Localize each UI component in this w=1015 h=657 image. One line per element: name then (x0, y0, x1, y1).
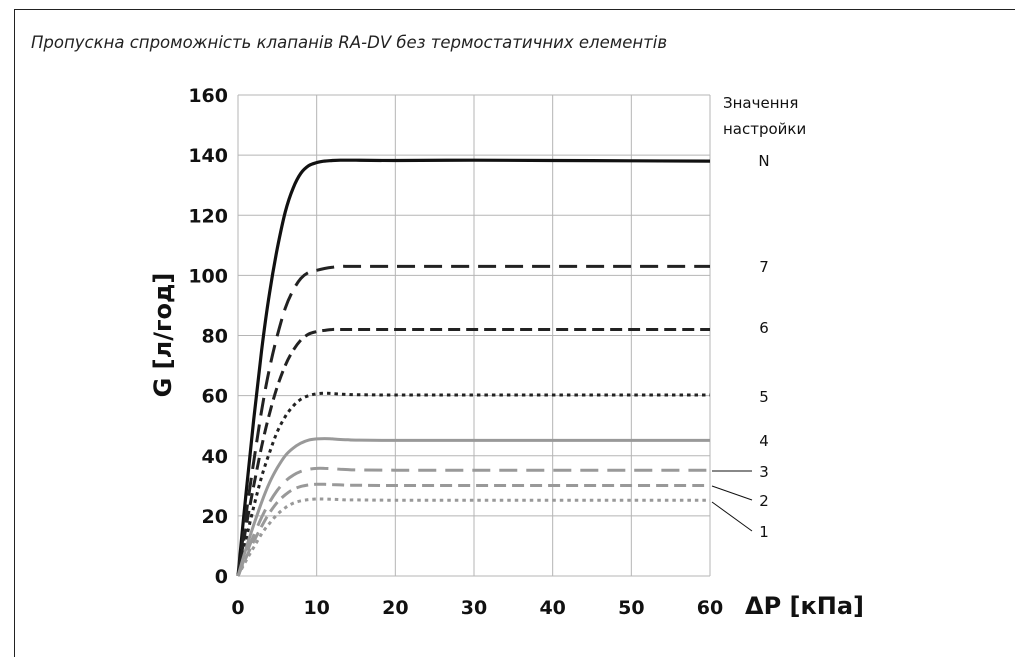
x-tick-label: 10 (303, 597, 329, 619)
series-label-5: 5 (759, 388, 769, 406)
leader-line-1 (711, 501, 753, 532)
series-label-1: 1 (759, 523, 769, 541)
x-axis-label: ΔP [кПа] (745, 592, 864, 620)
y-tick-label: 100 (188, 265, 228, 287)
x-tick-label: 60 (697, 597, 723, 619)
series-label-4: 4 (759, 432, 769, 450)
tick-labels: 0 10 20 30 40 50 60 0 20 40 60 80 100 120 140 160 (188, 85, 723, 619)
y-tick-label: 60 (202, 386, 228, 408)
x-tick-label: 30 (461, 597, 487, 619)
x-tick-label: 0 (231, 597, 244, 619)
x-tick-label: 40 (539, 597, 565, 619)
y-tick-label: 80 (202, 326, 228, 348)
chart-title: Пропускна спроможність клапанів RA-DV бе… (31, 33, 668, 52)
y-tick-label: 20 (202, 506, 228, 528)
y-tick-label: 40 (202, 446, 228, 468)
chart-frame (14, 9, 1015, 657)
y-tick-label: 120 (188, 205, 228, 227)
y-axis-label: G [л/год] (149, 273, 177, 398)
series-line-7 (236, 264, 710, 577)
series-line-4 (236, 437, 710, 577)
series-line-2 (236, 482, 710, 577)
series-label-2: 2 (759, 492, 769, 510)
grid (237, 94, 711, 577)
series-label-3: 3 (759, 463, 769, 481)
y-tick-label: 0 (215, 566, 228, 588)
x-tick-label: 20 (382, 597, 408, 619)
legend-title-line2: настройки (723, 120, 806, 138)
series-label-6: 6 (759, 319, 769, 337)
series-label-N: N (758, 152, 769, 170)
series-line-1 (236, 497, 710, 577)
x-tick-label: 50 (618, 597, 644, 619)
series-group (236, 158, 711, 577)
y-tick-label: 160 (188, 85, 228, 107)
legend-title-line1: Значення (723, 94, 798, 112)
series-line-3 (236, 466, 710, 577)
series-label-7: 7 (759, 258, 769, 276)
leader-line-2 (711, 485, 753, 501)
series-labels: N 7 6 5 4 3 2 1 (711, 152, 770, 541)
series-line-6 (236, 327, 710, 577)
y-tick-label: 140 (188, 145, 228, 167)
series-line-N (236, 158, 711, 577)
